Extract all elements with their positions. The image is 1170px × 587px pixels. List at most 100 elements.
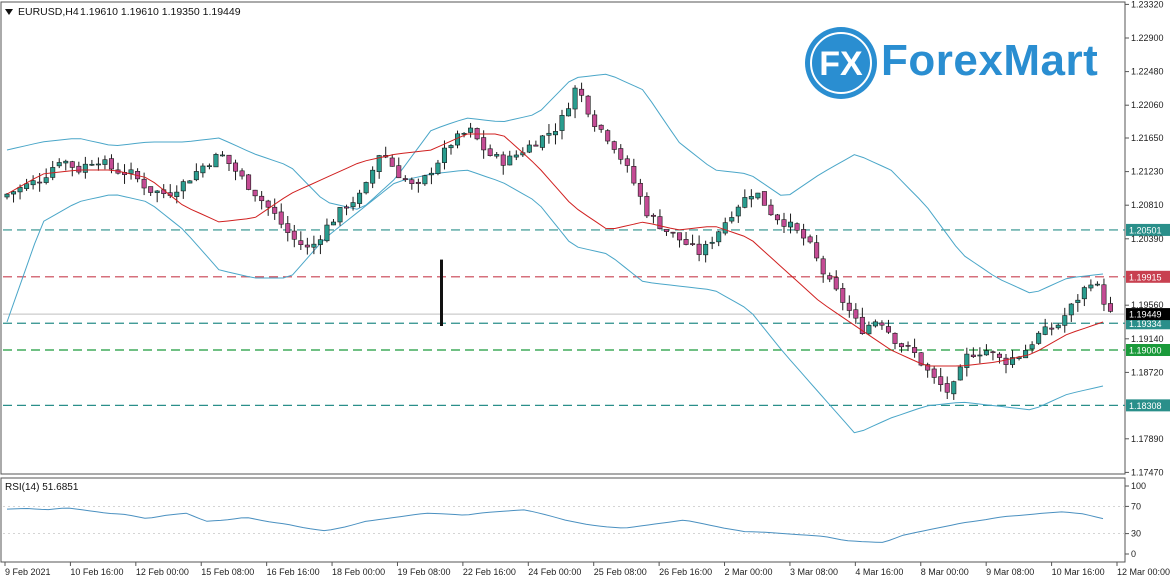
price-tick-label: 1.17890 (1131, 434, 1164, 444)
price-tick-label: 1.22480 (1131, 67, 1164, 77)
bull-candle (89, 163, 95, 166)
bear-candle (285, 223, 291, 233)
bull-candle (552, 131, 558, 136)
bull-candle (572, 87, 578, 110)
bear-candle (846, 302, 852, 311)
price-tick-label: 1.23320 (1131, 0, 1164, 9)
bull-candle (350, 202, 356, 208)
bear-candle (853, 309, 859, 319)
bull-candle (422, 175, 428, 185)
bear-candle (859, 316, 865, 334)
bull-candle (357, 192, 363, 204)
bull-candle (559, 115, 565, 131)
price-tick-label: 1.21650 (1131, 133, 1164, 143)
bear-candle (246, 174, 252, 190)
bull-candle (11, 191, 17, 195)
bull-candle (317, 239, 323, 245)
bull-candle (951, 381, 957, 395)
bear-candle (579, 88, 585, 96)
bear-candle (794, 223, 800, 231)
bear-candle (996, 353, 1002, 358)
time-tick-label: 24 Feb 00:00 (528, 567, 581, 577)
bull-candle (1055, 324, 1061, 329)
logo-mark: FX (819, 45, 863, 83)
price-tick-label: 1.22060 (1131, 100, 1164, 110)
bull-candle (56, 162, 62, 167)
bear-candle (291, 230, 297, 240)
chart-ohlc: 1.19610 1.19610 1.19350 1.19449 (80, 6, 241, 18)
bear-candle (148, 186, 154, 193)
bear-candle (500, 154, 506, 166)
bull-candle (370, 169, 376, 184)
bear-candle (487, 148, 493, 156)
bear-candle (344, 206, 350, 209)
bear-candle (899, 343, 905, 348)
rsi-header: RSI(14) 51.6851 (5, 482, 79, 493)
bear-candle (970, 354, 976, 357)
bollinger-lower-band (6, 169, 1104, 434)
bear-candle (879, 322, 885, 326)
price-spike-bar (440, 259, 443, 326)
bull-candle (507, 155, 513, 166)
bear-candle (304, 244, 310, 248)
bear-candle (657, 216, 663, 230)
bear-candle (892, 332, 898, 344)
bear-candle (768, 204, 774, 216)
bull-candle (154, 190, 160, 194)
time-tick-label: 4 Mar 16:00 (855, 567, 903, 577)
rsi-tick-label: 100 (1131, 481, 1146, 491)
bear-candle (226, 154, 232, 164)
time-tick-label: 12 Mar 00:00 (1117, 567, 1170, 577)
bull-candle (102, 159, 108, 165)
time-tick-label: 19 Feb 08:00 (397, 567, 450, 577)
time-tick-label: 10 Mar 16:00 (1052, 567, 1105, 577)
bull-candle (957, 366, 963, 381)
bear-candle (259, 195, 265, 202)
rsi-tick-label: 70 (1131, 501, 1141, 511)
bear-candle (76, 165, 82, 173)
time-tick-label: 3 Mar 08:00 (790, 567, 838, 577)
bull-candle (174, 191, 180, 197)
bull-candle (788, 221, 794, 228)
bear-candle (650, 214, 656, 217)
bull-candle (213, 154, 219, 168)
bear-candle (905, 345, 911, 347)
bear-candle (585, 95, 591, 115)
bear-candle (637, 183, 643, 197)
bear-candle (814, 242, 820, 259)
bull-candle (311, 243, 317, 248)
bear-candle (918, 352, 924, 366)
moving-average-line (6, 133, 1104, 367)
bear-candle (807, 236, 813, 243)
bull-candle (709, 241, 715, 244)
price-level-label: 1.19334 (1129, 319, 1162, 329)
rsi-tick-label: 30 (1131, 529, 1141, 539)
bear-candle (611, 141, 617, 150)
bull-candle (24, 183, 30, 189)
time-tick-label: 2 Mar 00:00 (725, 567, 773, 577)
bull-candle (494, 154, 500, 157)
bear-candle (912, 347, 918, 353)
bear-candle (605, 130, 611, 142)
bear-candle (1101, 284, 1107, 305)
bear-candle (624, 158, 630, 166)
bull-candle (539, 135, 545, 148)
chart-header: EURUSD,H4 (18, 6, 79, 18)
bull-candle (1010, 357, 1016, 365)
time-tick-label: 25 Feb 08:00 (594, 567, 647, 577)
bear-candle (598, 124, 604, 130)
rsi-tick-label: 0 (1131, 549, 1136, 559)
bear-candle (233, 162, 239, 172)
bull-candle (43, 177, 49, 183)
bear-candle (663, 229, 669, 232)
dropdown-triangle-icon[interactable] (5, 9, 13, 15)
bull-candle (337, 207, 343, 223)
current-price-badge (1126, 308, 1170, 321)
bull-candle (435, 162, 441, 174)
bear-candle (389, 157, 395, 167)
bull-candle (441, 147, 447, 163)
bull-candle (1023, 350, 1029, 359)
bull-candle (722, 222, 728, 234)
bear-candle (931, 368, 937, 378)
